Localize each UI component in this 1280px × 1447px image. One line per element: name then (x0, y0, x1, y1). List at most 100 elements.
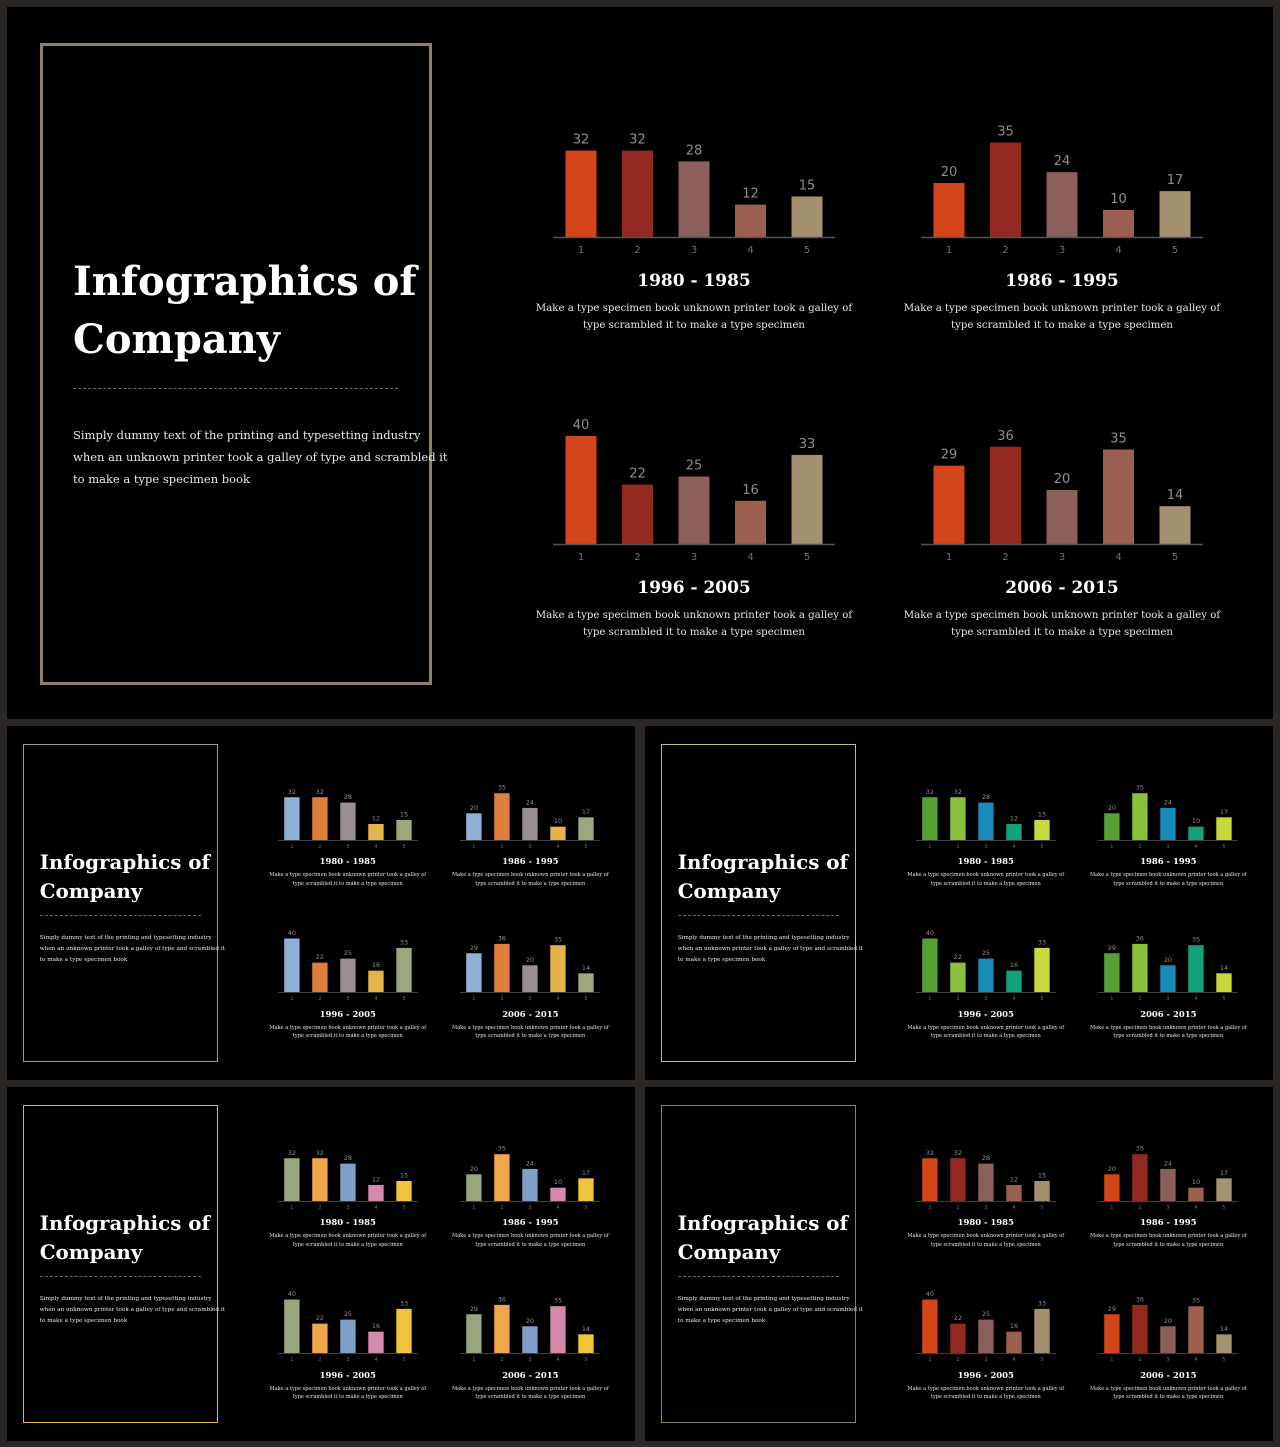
chart-period-title: 1986 - 1995 (1005, 271, 1119, 291)
chart-description: Make a type specimen book unknown printe… (901, 607, 1223, 641)
slide-title-line: Infographics of (677, 1211, 849, 1236)
bar (312, 962, 328, 993)
slide-3[interactable]: Infographics of Company Simply dummy text … (645, 726, 1273, 1080)
slide-description-line: to make a type specimen book (39, 1317, 128, 1324)
bar (1104, 1174, 1120, 1202)
x-tick-label: 4 (1115, 245, 1121, 256)
bar-value-label: 35 (1136, 784, 1144, 792)
bar-value-label: 20 (526, 956, 534, 964)
x-tick-label: 2 (956, 1205, 959, 1211)
bar-value-label: 20 (1164, 956, 1172, 964)
x-tick-label: 2 (318, 1357, 321, 1363)
chart-description: Make a type specimen book unknown printe… (1088, 1024, 1248, 1041)
bar-value-label: 20 (1108, 804, 1116, 812)
chart-period-title: 1996 - 2005 (637, 578, 751, 598)
bar-value-label: 22 (629, 467, 646, 482)
slide-5[interactable]: Infographics of Company Simply dummy text … (645, 1087, 1273, 1441)
x-tick-label: 4 (1115, 552, 1121, 563)
chart-description-line: type scrambled it to make a type specime… (292, 880, 403, 887)
slide-description: Simply dummy text of the printing and ty… (73, 424, 448, 490)
chart-period-title: 1996 - 2005 (957, 1008, 1014, 1019)
chart-description-line: Make a type specimen book unknown printe… (1089, 872, 1247, 879)
chart-description-line: type scrambled it to make a type specime… (475, 880, 586, 887)
bar-chart-2: 20 1 35 2 24 3 10 4 17 5 (460, 784, 601, 850)
slide-description-line: when an unknown printer took a galley of… (677, 945, 863, 952)
bar-value-label: 10 (554, 817, 562, 825)
bar-value-label: 32 (288, 788, 296, 796)
bar-value-label: 17 (1220, 1169, 1228, 1177)
x-tick-label: 1 (473, 996, 476, 1002)
bar-value-label: 20 (941, 165, 958, 180)
slide-4[interactable]: Infographics of Company Simply dummy text … (7, 1087, 635, 1441)
x-tick-label: 4 (1012, 844, 1015, 850)
bar-value-label: 28 (982, 793, 990, 801)
bar-value-label: 14 (582, 1325, 590, 1333)
slide-title-line: Infographics of (39, 1211, 211, 1236)
slide-2[interactable]: Infographics of Company Simply dummy text … (7, 726, 635, 1080)
bar-value-label: 25 (344, 1310, 352, 1318)
bar-chart-4: 29 1 36 2 20 3 35 4 14 5 (1098, 1296, 1239, 1363)
bar-value-label: 35 (1192, 1297, 1200, 1305)
x-tick-label: 3 (1167, 1357, 1170, 1363)
bar (735, 500, 766, 544)
bar-value-label: 25 (982, 1310, 990, 1318)
chart-description: Make a type specimen book unknown printe… (1088, 871, 1248, 888)
x-tick-label: 5 (804, 552, 810, 563)
x-tick-label: 3 (346, 1357, 349, 1363)
slide-description-line: to make a type specimen book (677, 1317, 766, 1324)
bar (312, 797, 328, 841)
slide-description-line: to make a type specimen book (39, 956, 128, 963)
bar-value-label: 36 (498, 935, 506, 943)
bar (522, 1326, 539, 1354)
bar (1046, 172, 1078, 237)
x-tick-label: 3 (1059, 245, 1065, 256)
bar-value-label: 10 (1192, 817, 1200, 825)
bar-chart-4: 29 1 36 2 20 3 35 4 14 5 (1098, 935, 1239, 1002)
bar-value-label: 14 (582, 964, 590, 972)
slide-description-line: when an unknown printer took a galley of… (39, 1306, 225, 1313)
bar (933, 183, 965, 237)
x-tick-label: 3 (691, 552, 697, 563)
bar-chart-1: 32 1 32 2 28 3 12 4 15 5 (277, 1149, 418, 1211)
x-tick-label: 2 (956, 1357, 959, 1363)
bar (578, 1178, 595, 1202)
bar-value-label: 15 (799, 179, 816, 194)
x-tick-label: 2 (501, 1205, 504, 1211)
bar-value-label: 24 (1164, 1159, 1172, 1167)
slide-description: Simply dummy text of the printing and ty… (40, 933, 225, 966)
x-tick-label: 3 (691, 245, 697, 256)
bar-value-label: 24 (526, 1159, 534, 1167)
bar (522, 1168, 539, 1202)
x-tick-label: 1 (946, 245, 952, 256)
bar-value-label: 32 (288, 1149, 296, 1157)
chart-description-line: Make a type specimen book unknown printe… (907, 872, 1065, 879)
bar (950, 1323, 966, 1354)
chart-description-line: Make a type specimen book unknown printe… (535, 610, 853, 621)
bar (578, 817, 595, 841)
bar-value-label: 17 (582, 1169, 590, 1177)
x-tick-label: 5 (585, 844, 588, 850)
chart-description: Make a type specimen book unknown printe… (268, 1385, 428, 1402)
bar (494, 1154, 510, 1202)
x-tick-label: 2 (501, 1357, 504, 1363)
bar (922, 797, 938, 841)
chart-period-title: 1986 - 1995 (502, 1217, 559, 1228)
bar (1216, 1178, 1233, 1202)
slide-1[interactable]: Infographics of Company Simply dummy text … (7, 7, 1273, 719)
bar (1188, 1306, 1205, 1354)
slide-title: Infographics of Company (40, 848, 210, 906)
bar-value-label: 35 (1136, 1145, 1144, 1153)
bar (466, 1314, 482, 1354)
bar-value-label: 15 (1038, 811, 1046, 819)
bar (1104, 813, 1120, 841)
bar-value-label: 35 (498, 1145, 506, 1153)
chart-period-title: 1980 - 1985 (637, 271, 751, 291)
bar-value-label: 10 (1192, 1178, 1200, 1186)
bar-value-label: 40 (926, 1290, 934, 1298)
chart-period-title: 1996 - 2005 (319, 1369, 376, 1380)
x-tick-label: 1 (928, 1357, 931, 1363)
